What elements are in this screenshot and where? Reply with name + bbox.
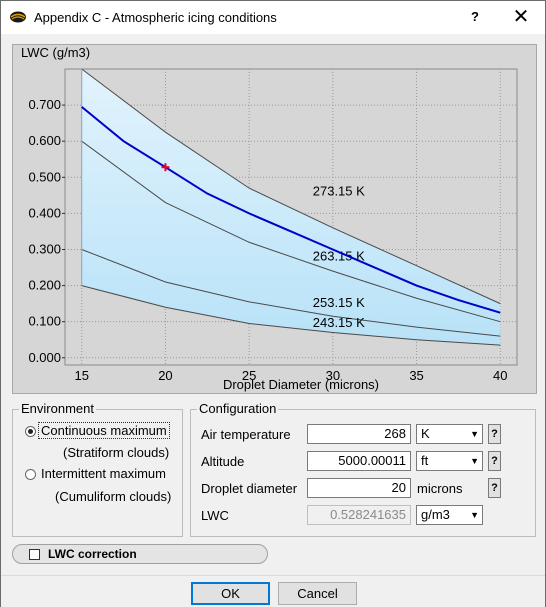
y-tick-label: 0.000 (28, 350, 61, 365)
continuous-maximum-label[interactable]: Continuous maximum (38, 422, 170, 439)
configuration-group: Configuration Air temperature 268 K ▼ ? … (190, 401, 536, 537)
altitude-label: Altitude (201, 454, 245, 469)
lwc-unit-value: g/m3 (421, 507, 450, 522)
y-tick-label: 0.500 (28, 169, 61, 184)
chevron-down-icon: ▼ (470, 456, 479, 466)
series-label-0: 273.15 K (313, 183, 365, 198)
y-tick-label: 0.600 (28, 133, 61, 148)
lwc-chart-panel: 273.15 K 263.15 K 253.15 K 243.15 K 0.000 0.… (12, 44, 537, 394)
series-line-2 (81, 249, 501, 337)
y-tick-label: 0.100 (28, 314, 61, 329)
chevron-down-icon: ▼ (470, 429, 479, 439)
intermittent-maximum-label[interactable]: Intermittent maximum (41, 466, 166, 481)
lwc-correction-bar: LWC correction (12, 544, 268, 564)
series-label-1: 263.15 K (313, 248, 365, 263)
window-title: Appendix C - Atmospheric icing condition… (34, 10, 277, 25)
environment-legend: Environment (19, 401, 96, 416)
operating-point-marker (161, 163, 170, 172)
series-line-0 (81, 68, 501, 305)
ok-button[interactable]: OK (191, 582, 270, 605)
droplet-diameter-unit: microns (417, 481, 463, 496)
temperature-unit-select[interactable]: K ▼ (416, 424, 483, 444)
droplet-diameter-label: Droplet diameter (201, 481, 298, 496)
y-tick-label: 0.200 (28, 278, 61, 293)
chevron-down-icon: ▼ (470, 510, 479, 520)
air-temperature-input[interactable]: 268 (307, 424, 411, 444)
altitude-unit-select[interactable]: ft ▼ (416, 451, 483, 471)
lwc-correction-checkbox[interactable] (29, 549, 40, 560)
x-tick-label: 40 (493, 368, 507, 383)
button-bar: OK Cancel (1, 575, 545, 607)
close-button[interactable]: ✕ (512, 6, 530, 28)
intermittent-maximum-radio[interactable] (25, 469, 36, 480)
series-line-3 (81, 285, 501, 346)
air-temperature-help-button[interactable]: ? (488, 424, 501, 444)
altitude-input[interactable]: 5000.00011 (307, 451, 411, 471)
stratiform-clouds-label: (Stratiform clouds) (63, 445, 170, 460)
x-axis-label: Droplet Diameter (microns) (223, 377, 379, 392)
app-logo-icon (10, 11, 26, 23)
y-axis-label: LWC (g/m3) (21, 45, 90, 60)
series-line-1 (81, 140, 501, 323)
x-tick-label: 35 (409, 368, 423, 383)
altitude-unit-value: ft (421, 453, 429, 468)
configuration-legend: Configuration (197, 401, 279, 416)
droplet-diameter-input[interactable]: 20 (307, 478, 411, 498)
current-temperature-curve (81, 106, 501, 314)
y-tick-label: 0.700 (28, 97, 61, 112)
series-label-2: 253.15 K (313, 295, 365, 310)
cancel-button[interactable]: Cancel (278, 582, 357, 605)
lwc-chart: 273.15 K 263.15 K 253.15 K 243.15 K 0.000 0.… (21, 45, 518, 392)
help-title-button[interactable]: ? (471, 9, 479, 24)
air-temperature-label: Air temperature (201, 427, 291, 442)
x-tick-label: 15 (75, 368, 89, 383)
title-bar: Appendix C - Atmospheric icing condition… (1, 1, 545, 34)
cumuliform-clouds-label: (Cumuliform clouds) (55, 489, 172, 504)
droplet-diameter-help-button[interactable]: ? (488, 478, 501, 498)
environment-group: Environment Continuous maximum (Stratifo… (12, 401, 183, 537)
altitude-help-button[interactable]: ? (488, 451, 501, 471)
x-tick-label: 20 (158, 368, 172, 383)
temperature-unit-value: K (421, 426, 430, 441)
series-label-3: 243.15 K (313, 315, 365, 330)
y-tick-label: 0.400 (28, 205, 61, 220)
x-tick-label: 25 (242, 368, 256, 383)
lwc-output-field: 0.528241635 (307, 505, 411, 525)
y-tick-label: 0.300 (28, 241, 61, 256)
lwc-correction-label[interactable]: LWC correction (48, 547, 137, 561)
x-tick-label: 30 (326, 368, 340, 383)
continuous-maximum-radio[interactable] (25, 426, 36, 437)
lwc-label: LWC (201, 508, 229, 523)
lwc-unit-select[interactable]: g/m3 ▼ (416, 505, 483, 525)
